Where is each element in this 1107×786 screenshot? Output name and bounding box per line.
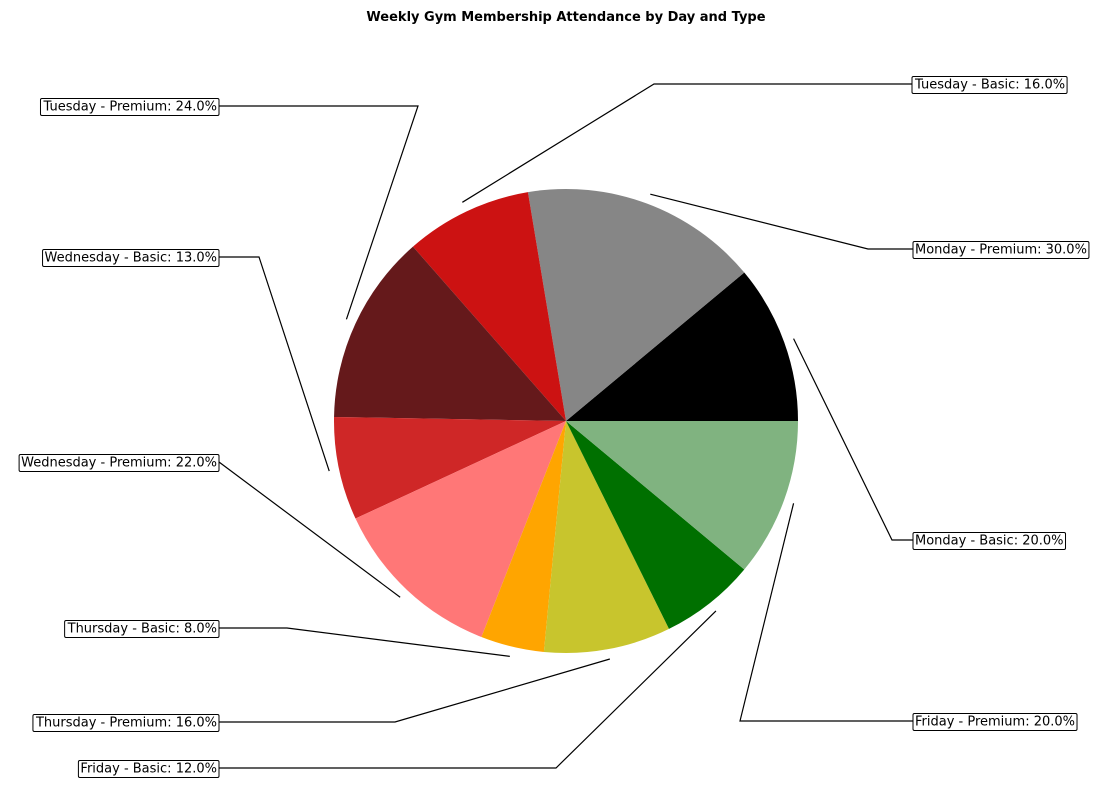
slice-label-4: Tuesday - Premium: 24.0% xyxy=(42,100,217,115)
slice-label-box-2 xyxy=(912,241,1090,259)
pie-slice-6 xyxy=(355,421,566,638)
leader-line-6 xyxy=(218,461,401,598)
leader-line-8 xyxy=(219,658,611,723)
slice-label-3: Tuesday - Basic: 16.0% xyxy=(914,78,1065,93)
leader-line-10 xyxy=(739,503,913,722)
leader-line-1 xyxy=(793,338,913,541)
pie-slice-4 xyxy=(334,246,566,421)
pie-slice-1 xyxy=(566,272,798,421)
pie-slice-9 xyxy=(566,421,745,629)
slice-label-box-9 xyxy=(77,760,220,778)
chart-title: Weekly Gym Membership Attendance by Day … xyxy=(366,10,765,25)
pie-slice-7 xyxy=(481,421,566,652)
pie-slice-10 xyxy=(566,421,798,570)
slice-label-2: Monday - Premium: 30.0% xyxy=(915,243,1087,258)
slice-labels: Monday - Basic: 20.0% Monday - Premium: 3… xyxy=(18,76,1090,778)
slice-label-box-7 xyxy=(64,620,220,638)
leader-lines xyxy=(218,83,913,769)
slice-label-box-3 xyxy=(911,76,1068,94)
slice-label-box-10 xyxy=(912,713,1078,731)
slice-label-box-8 xyxy=(32,714,220,732)
pie-slices xyxy=(334,188,798,653)
slice-label-5: Wednesday - Basic: 13.0% xyxy=(45,251,217,266)
leader-line-2 xyxy=(650,193,913,250)
pie-slice-3 xyxy=(412,192,566,421)
leader-line-3 xyxy=(462,83,913,203)
leader-line-7 xyxy=(219,627,510,657)
slice-label-box-6 xyxy=(18,454,220,472)
slice-label-box-1 xyxy=(912,532,1067,550)
leader-line-5 xyxy=(219,256,330,472)
slice-label-6: Wednesday - Premium: 22.0% xyxy=(21,456,217,471)
slice-label-7: Thursday - Basic: 8.0% xyxy=(67,622,217,637)
slice-label-8: Thursday - Premium: 16.0% xyxy=(35,716,217,731)
pie-slice-2 xyxy=(527,188,745,421)
pie-slice-8 xyxy=(543,421,669,653)
slice-label-9: Friday - Basic: 12.0% xyxy=(80,762,217,777)
slice-label-box-5 xyxy=(42,249,220,267)
slice-label-1: Monday - Basic: 20.0% xyxy=(915,534,1064,549)
leader-line-4 xyxy=(219,105,419,320)
slice-label-box-4 xyxy=(39,98,220,116)
pie-slice-5 xyxy=(334,416,566,519)
slice-label-10: Friday - Premium: 20.0% xyxy=(915,715,1075,730)
leader-line-9 xyxy=(219,610,717,769)
